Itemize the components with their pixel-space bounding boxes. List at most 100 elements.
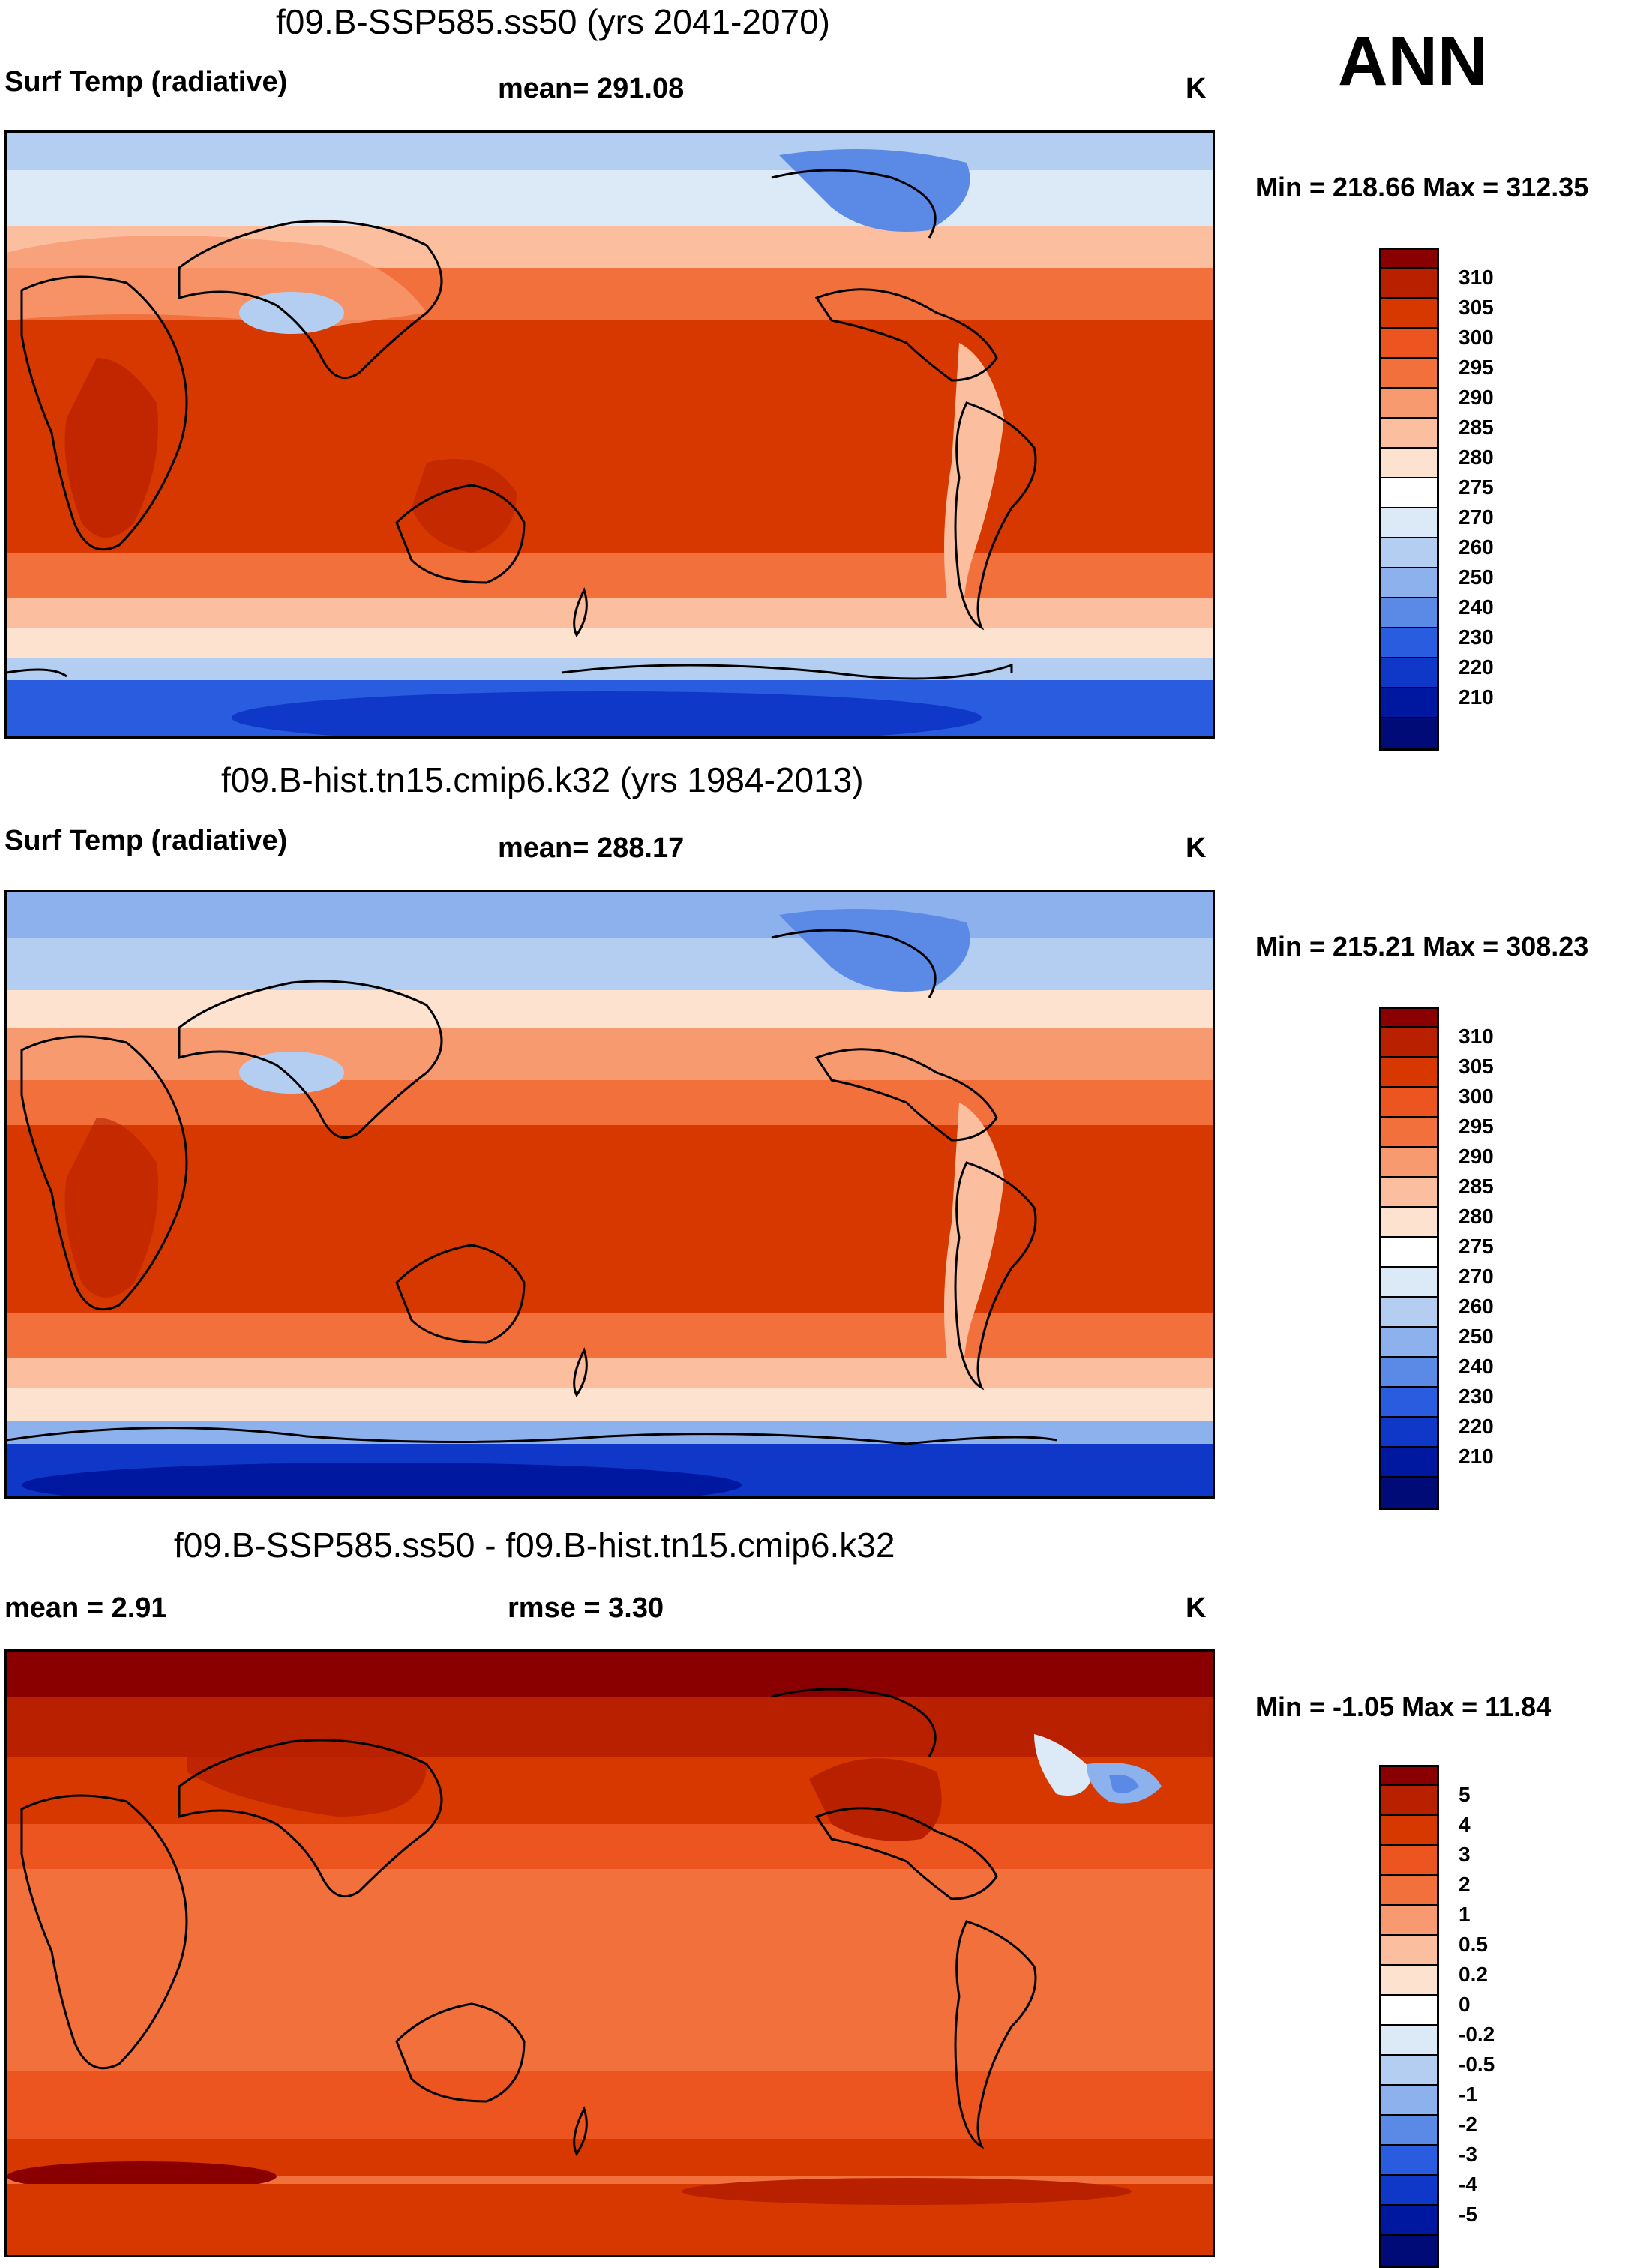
panel-1-colorbar-box xyxy=(1381,358,1437,388)
season-label: ANN xyxy=(1338,23,1488,100)
panel-2-colorbar-box xyxy=(1381,1358,1437,1388)
panel-2-colorbar-box xyxy=(1381,1268,1437,1298)
panel-1-colorbar-box xyxy=(1381,598,1437,628)
panel-3-colorbar-box xyxy=(1381,2026,1437,2056)
panel-3-map xyxy=(4,1649,1215,2258)
colorbar-tick: 0.5 xyxy=(1459,1933,1488,1956)
panel-3-colorbar-box xyxy=(1381,1786,1437,1816)
colorbar-tick: 260 xyxy=(1459,1294,1494,1318)
panel-3-map-field xyxy=(7,1652,1213,2255)
panel-1-colorbar-box xyxy=(1381,268,1437,298)
panel-3-minmax: Min = -1.05 Max = 11.84 xyxy=(1255,1691,1552,1722)
colorbar-tick: -5 xyxy=(1459,2203,1477,2226)
panel-2-colorbar-box xyxy=(1381,1009,1437,1028)
colorbar-tick: 220 xyxy=(1459,656,1494,679)
panel-2-variable-label: Surf Temp (radiative) xyxy=(4,825,288,856)
panel-3-colorbar-box xyxy=(1381,2236,1437,2266)
colorbar-tick: 210 xyxy=(1459,686,1494,709)
panel-2-colorbar-box xyxy=(1381,1208,1437,1238)
colorbar-tick: 275 xyxy=(1459,1234,1494,1258)
panel-2-colorbar-box xyxy=(1381,1148,1437,1178)
colorbar-tick: 290 xyxy=(1459,386,1494,409)
panel-3-colorbar-box xyxy=(1381,1966,1437,1996)
panel-2-colorbar-box xyxy=(1381,1088,1437,1118)
panel-3-units: K xyxy=(1186,1592,1207,1624)
panel-3-colorbar-box xyxy=(1381,1816,1437,1846)
panel-1-colorbar-box xyxy=(1381,568,1437,598)
panel-1-colorbar-box xyxy=(1381,328,1437,358)
panel-2-colorbar-box xyxy=(1381,1298,1437,1328)
panel-3-title: f09.B-SSP585.ss50 - f09.B-hist.tn15.cmip… xyxy=(174,1526,895,1564)
panel-1-title: f09.B-SSP585.ss50 (yrs 2041-2070) xyxy=(276,2,830,41)
colorbar-tick: 300 xyxy=(1459,326,1494,349)
colorbar-tick: -3 xyxy=(1459,2143,1477,2166)
colorbar-tick: -2 xyxy=(1459,2113,1477,2136)
panel-1-minmax: Min = 218.66 Max = 312.35 xyxy=(1255,172,1589,202)
panel-1-colorbar-box xyxy=(1381,478,1437,508)
colorbar-tick: -1 xyxy=(1459,2083,1477,2106)
panel-2-colorbar xyxy=(1379,1006,1439,1510)
colorbar-tick: 295 xyxy=(1459,1114,1494,1138)
colorbar-tick: 295 xyxy=(1459,356,1494,379)
panel-3-colorbar-box xyxy=(1381,2086,1437,2116)
panel-1-variable-label: Surf Temp (radiative) xyxy=(4,66,288,98)
colorbar-tick: 305 xyxy=(1459,1054,1494,1078)
colorbar-tick: 285 xyxy=(1459,416,1494,439)
panel-1-units: K xyxy=(1186,73,1207,104)
colorbar-tick: -0.5 xyxy=(1459,2053,1495,2076)
colorbar-tick: 305 xyxy=(1459,296,1494,319)
panel-3-mean-label: mean = 2.91 xyxy=(4,1592,167,1624)
panel-2-colorbar-box xyxy=(1381,1058,1437,1088)
panel-2-colorbar-box xyxy=(1381,1238,1437,1268)
panel-2-title: f09.B-hist.tn15.cmip6.k32 (yrs 1984-2013… xyxy=(221,760,864,800)
panel-1-colorbar xyxy=(1379,248,1439,751)
colorbar-tick: 275 xyxy=(1459,476,1494,499)
panel-1-colorbar-box xyxy=(1381,538,1437,568)
panel-2-minmax: Min = 215.21 Max = 308.23 xyxy=(1255,931,1589,962)
panel-1-colorbar-box xyxy=(1381,448,1437,478)
panel-1-colorbar-box xyxy=(1381,688,1437,718)
colorbar-tick: 260 xyxy=(1459,536,1494,559)
panel-1-colorbar-box xyxy=(1381,628,1437,658)
colorbar-tick: 270 xyxy=(1459,506,1494,529)
colorbar-tick: 0 xyxy=(1459,1993,1471,2016)
colorbar-tick: 300 xyxy=(1459,1084,1494,1108)
panel-1-map-field xyxy=(7,133,1213,736)
panel-1-colorbar-box xyxy=(1381,418,1437,448)
colorbar-tick: 5 xyxy=(1459,1783,1471,1806)
colorbar-tick: 310 xyxy=(1459,1024,1494,1048)
panel-1-colorbar-box xyxy=(1381,250,1437,268)
panel-1-colorbar-box xyxy=(1381,658,1437,688)
panel-1-mean-label: mean= 291.08 xyxy=(498,73,685,104)
colorbar-tick: 230 xyxy=(1459,626,1494,649)
panel-2-units: K xyxy=(1186,832,1207,864)
panel-3-colorbar-box xyxy=(1381,1767,1437,1786)
panel-2-colorbar-box xyxy=(1381,1418,1437,1448)
panel-2-colorbar-box xyxy=(1381,1178,1437,1208)
panel-1-colorbar-box xyxy=(1381,298,1437,328)
colorbar-tick: 280 xyxy=(1459,446,1494,469)
panel-3-colorbar-box xyxy=(1381,2116,1437,2146)
colorbar-tick: 0.2 xyxy=(1459,1963,1488,1986)
colorbar-tick: 4 xyxy=(1459,1813,1471,1836)
panel-2-colorbar-box xyxy=(1381,1028,1437,1058)
panel-3-colorbar xyxy=(1379,1765,1439,2268)
panel-3-colorbar-box xyxy=(1381,2146,1437,2176)
panel-3-colorbar-box xyxy=(1381,1996,1437,2026)
colorbar-tick: 310 xyxy=(1459,266,1494,289)
colorbar-tick: 210 xyxy=(1459,1444,1494,1468)
colorbar-tick: 285 xyxy=(1459,1174,1494,1198)
panel-3-colorbar-box xyxy=(1381,1936,1437,1966)
panel-1-colorbar-box xyxy=(1381,388,1437,418)
panel-3-colorbar-box xyxy=(1381,1906,1437,1936)
colorbar-tick: 250 xyxy=(1459,566,1494,589)
colorbar-tick: 240 xyxy=(1459,596,1494,619)
panel-3-colorbar-box xyxy=(1381,1846,1437,1876)
colorbar-tick: -0.2 xyxy=(1459,2023,1495,2046)
panel-3-colorbar-box xyxy=(1381,1876,1437,1906)
colorbar-tick: 280 xyxy=(1459,1204,1494,1228)
panel-3-colorbar-box xyxy=(1381,2206,1437,2236)
panel-2-map xyxy=(4,890,1215,1498)
colorbar-tick: 270 xyxy=(1459,1264,1494,1288)
colorbar-tick: 1 xyxy=(1459,1903,1471,1926)
